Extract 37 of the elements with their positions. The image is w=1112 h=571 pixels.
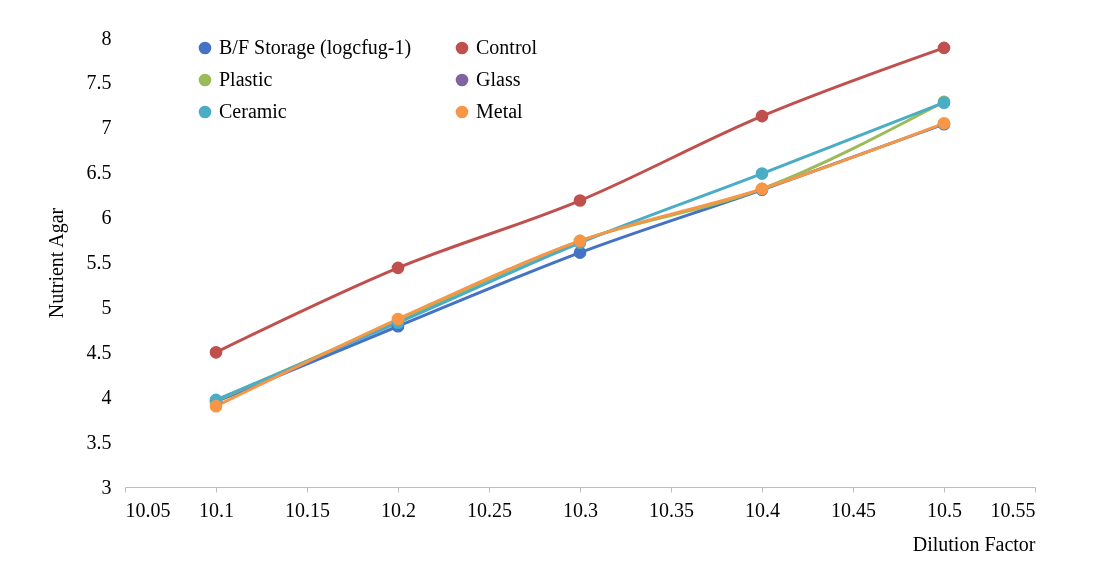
y-tick-label: 7.5 (86, 71, 112, 94)
legend-label: Glass (476, 68, 521, 90)
x-tick-label: 10.2 (381, 498, 416, 521)
x-tick-label: 10.45 (831, 498, 876, 521)
legend-label: Control (476, 36, 538, 58)
y-tick-label: 4 (101, 385, 112, 408)
legend-label: Metal (476, 100, 524, 122)
legend-label: B/F Storage (logcfug-1) (219, 36, 412, 59)
y-tick-label: 3.5 (86, 430, 112, 453)
point (755, 167, 769, 180)
x-tick-label: 10.15 (285, 498, 330, 521)
x-tick-label: 10.25 (467, 498, 512, 521)
legend-label: Plastic (219, 68, 273, 90)
y-tick-label: 4.5 (86, 340, 112, 363)
y-tick-label: 5 (101, 295, 112, 318)
y-axis-title: Nutrient Agar (44, 207, 68, 319)
y-tick-label: 3 (101, 475, 112, 498)
point (755, 109, 769, 123)
x-tick-label: 10.5 (927, 498, 962, 521)
x-axis-title: Dilution Factor (912, 532, 1036, 555)
x-tick-label: 10.35 (649, 498, 694, 521)
y-tick-label: 7 (101, 116, 112, 139)
point (209, 345, 223, 359)
x-tick-label: 10.1 (199, 498, 234, 521)
legend-label: Ceramic (219, 100, 287, 122)
point (209, 399, 223, 413)
y-tick-label: 6.5 (86, 161, 112, 184)
point (573, 194, 587, 207)
x-tick-label: 10.3 (563, 498, 598, 521)
point (391, 261, 405, 275)
x-tick-label: 10.4 (745, 498, 780, 521)
y-tick-label: 5.5 (86, 251, 112, 273)
x-tick-label: 10.05 (125, 498, 171, 521)
y-tick-label: 8 (101, 26, 112, 49)
point (937, 41, 951, 55)
x-tick-label: 10.55 (990, 498, 1036, 521)
y-tick-label: 6 (101, 206, 112, 229)
